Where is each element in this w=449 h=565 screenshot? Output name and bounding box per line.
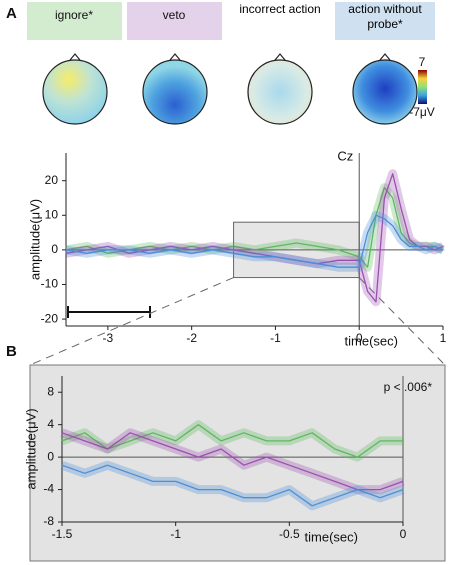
series-line bbox=[61, 424, 403, 458]
x-axis-label: time(sec) bbox=[305, 529, 358, 544]
y-tick-label: -10 bbox=[41, 277, 59, 291]
label-box bbox=[127, 2, 222, 40]
series-line bbox=[65, 186, 444, 268]
y-axis-label: amplitude(μV) bbox=[23, 408, 38, 489]
topomap-label-wrap: incorrect action bbox=[239, 2, 321, 16]
x-axis-label: time(sec) bbox=[345, 333, 398, 348]
topomap-label: ignore* bbox=[55, 8, 93, 22]
topomap-label-wrap: action without probe* bbox=[348, 2, 422, 31]
head bbox=[42, 59, 108, 125]
y-tick-label: -20 bbox=[41, 311, 59, 325]
topomap-label: incorrect action bbox=[239, 2, 321, 16]
x-tick-label: -1.5 bbox=[52, 527, 73, 541]
nose bbox=[69, 53, 391, 61]
chart-title: Cz bbox=[337, 148, 353, 163]
annotation: p < .006* bbox=[384, 380, 433, 394]
topomap-label: veto bbox=[163, 8, 186, 22]
x-tick-label: 0 bbox=[356, 331, 363, 345]
panel-label: A bbox=[6, 5, 17, 22]
colorbar bbox=[418, 70, 427, 104]
y-tick-label: -8 bbox=[43, 514, 54, 528]
head bbox=[247, 59, 313, 125]
label-box bbox=[27, 2, 122, 40]
y-tick-label: -4 bbox=[43, 482, 54, 496]
y-tick-label: 0 bbox=[51, 242, 58, 256]
zoom-connector bbox=[358, 277, 446, 366]
colorbar-label: 7 bbox=[419, 55, 426, 69]
zoom-connector bbox=[29, 277, 234, 366]
x-tick-label: -1 bbox=[270, 331, 281, 345]
head bbox=[352, 59, 418, 125]
y-tick-label: 8 bbox=[47, 384, 54, 398]
y-tick-label: 10 bbox=[45, 207, 59, 221]
x-tick-label: 0 bbox=[400, 527, 407, 541]
y-axis-label: amplitude(μV) bbox=[27, 199, 42, 280]
label-box bbox=[335, 2, 435, 40]
x-tick-label: -3 bbox=[103, 331, 114, 345]
x-tick-label: -1 bbox=[170, 527, 181, 541]
colorbar-label: -7μV bbox=[409, 105, 435, 119]
series-line bbox=[61, 432, 404, 491]
series-line bbox=[65, 214, 444, 268]
topomaps bbox=[42, 53, 418, 125]
y-tick-label: 20 bbox=[45, 173, 59, 187]
y-tick-label: 4 bbox=[47, 417, 54, 431]
y-tick-label: 0 bbox=[47, 449, 54, 463]
head bbox=[142, 59, 208, 125]
x-tick-label: 1 bbox=[440, 331, 447, 345]
panel-label: B bbox=[6, 343, 17, 360]
inset-frame bbox=[29, 364, 446, 562]
topomap-label: action without probe* bbox=[348, 2, 422, 31]
x-tick-label: -0.5 bbox=[279, 527, 300, 541]
series-line bbox=[61, 464, 404, 507]
x-tick-label: -2 bbox=[186, 331, 197, 345]
